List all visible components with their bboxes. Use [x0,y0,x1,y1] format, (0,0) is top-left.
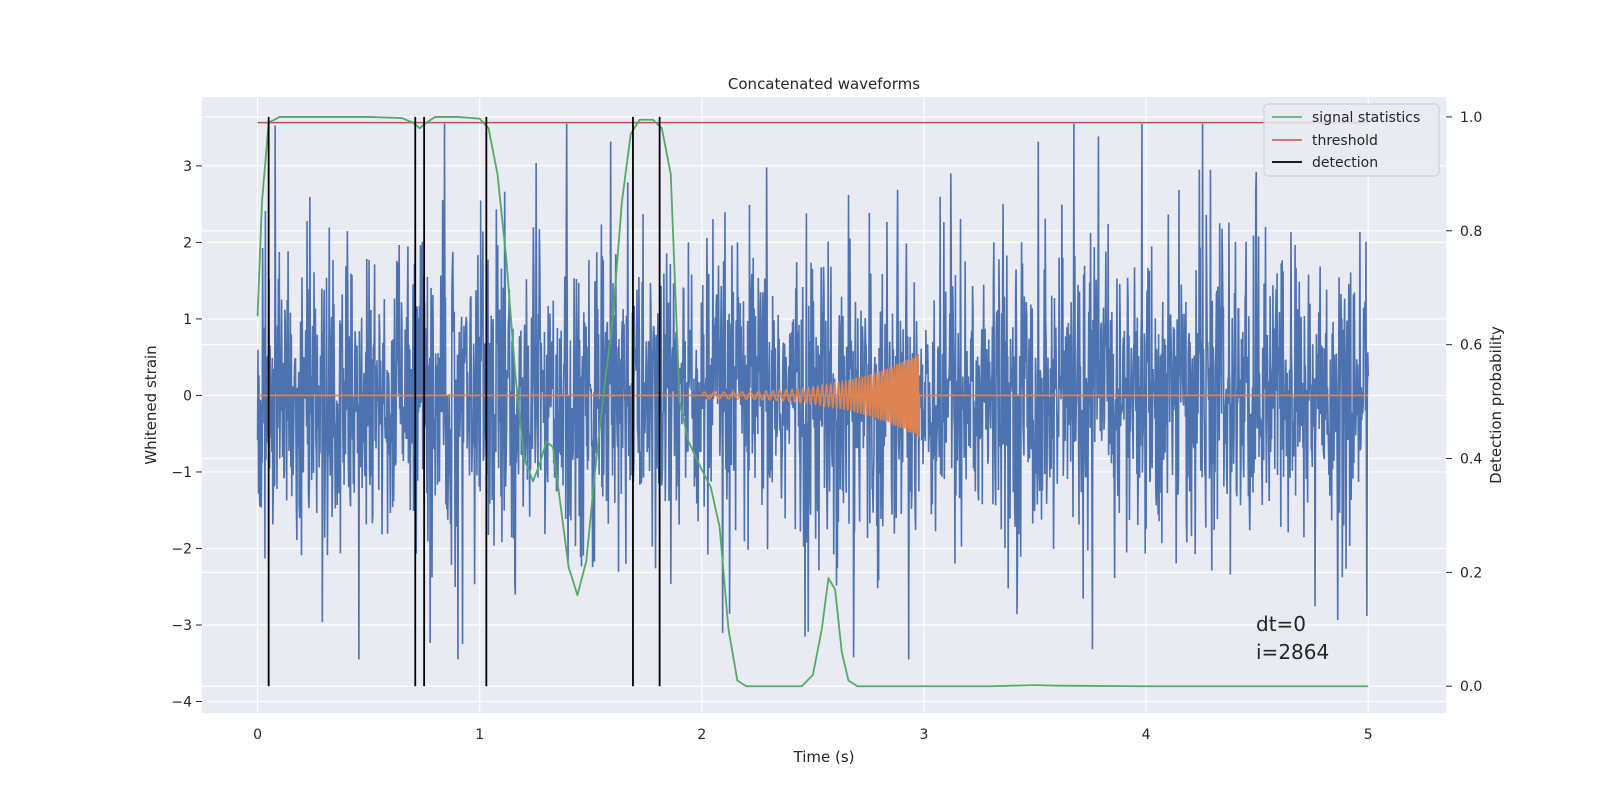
chart-title: Concatenated waveforms [728,75,920,93]
annotation-dt: dt=0 [1256,612,1306,636]
legend-label-threshold: threshold [1312,133,1378,149]
y-tick-label: 0 [183,388,192,404]
legend: signal statistics threshold detection [1263,103,1440,177]
x-tick-label: 0 [253,727,262,743]
x-axis-title: Time (s) [793,748,855,766]
y2-tick-label: 0.0 [1460,679,1482,695]
strain-series [256,123,1370,660]
y-tick-label: 1 [183,312,192,328]
y-tick-label: 2 [183,235,192,251]
y-axis-ticks: −4 −3 −2 −1 0 1 2 3 [171,159,202,711]
x-axis-ticks: 0 1 2 3 4 5 [253,727,1373,743]
template-series [257,354,1369,438]
y2-axis-title: Detection probability [1487,326,1505,484]
signal-statistics-line [256,116,1369,688]
annotation-index: i=2864 [1256,640,1329,664]
y2-tick-label: 0.2 [1460,565,1482,581]
template-chirp [701,354,921,438]
y2-tick-label: 0.8 [1460,224,1482,240]
x-tick-label: 3 [920,727,929,743]
x-tick-label: 2 [697,727,706,743]
y-tick-label: −1 [171,465,192,481]
y-tick-label: −3 [171,618,192,634]
x-tick-label: 4 [1142,727,1151,743]
y2-tick-label: 0.4 [1460,452,1482,468]
strain-line [256,123,1370,660]
y-axis-title: Whitened strain [142,345,160,464]
y2-tick-label: 1.0 [1460,110,1482,126]
detection-series [267,116,661,687]
signal-statistics-series [256,116,1369,688]
legend-box [1263,103,1440,177]
y-tick-label: −2 [171,541,192,557]
legend-label-detection: detection [1312,155,1378,171]
x-tick-label: 5 [1364,727,1373,743]
y-tick-label: 3 [183,159,192,175]
x-tick-label: 1 [475,727,484,743]
legend-label-signal-statistics: signal statistics [1312,110,1420,126]
y2-tick-label: 0.6 [1460,338,1482,354]
y2-axis-ticks: 0.0 0.2 0.4 0.6 0.8 1.0 [1446,110,1482,695]
y-tick-label: −4 [171,695,192,711]
